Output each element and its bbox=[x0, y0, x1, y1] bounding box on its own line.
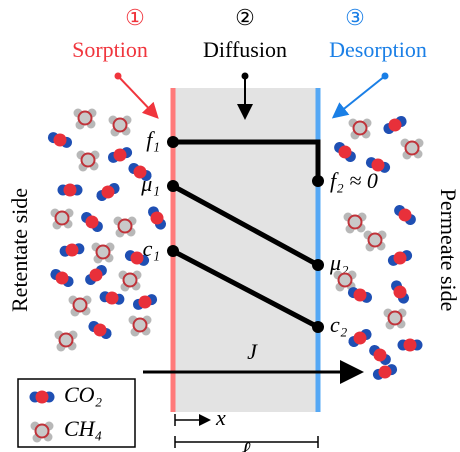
ch4-molecule bbox=[347, 117, 373, 141]
ch4-molecule bbox=[112, 215, 138, 239]
side-label: Permeate side bbox=[436, 189, 460, 312]
step-number: ③ bbox=[345, 5, 365, 30]
co2-molecule bbox=[331, 138, 359, 166]
ch4-molecule bbox=[127, 314, 153, 338]
concentration-profile bbox=[171, 248, 320, 330]
ch4-molecule bbox=[75, 149, 101, 173]
co2-molecule bbox=[47, 266, 77, 290]
ch4-molecule bbox=[67, 294, 93, 318]
ch4-molecule bbox=[49, 207, 75, 231]
step-label: Diffusion bbox=[203, 37, 287, 62]
co2-molecule bbox=[386, 247, 414, 269]
co2-molecule bbox=[388, 277, 412, 307]
co2-molecule bbox=[345, 326, 375, 350]
co2-molecule bbox=[380, 113, 410, 137]
side-label: Retentate side bbox=[7, 188, 32, 312]
membrane bbox=[173, 88, 318, 412]
ch4-molecule bbox=[117, 269, 143, 293]
ch4-molecule bbox=[90, 241, 116, 265]
step-label: Sorption bbox=[72, 37, 148, 62]
co2-molecule bbox=[46, 129, 74, 151]
co2-molecule bbox=[366, 341, 394, 369]
ch4-molecule bbox=[399, 137, 425, 161]
thickness-label: ℓ bbox=[241, 437, 251, 452]
point-label: μ₂ bbox=[329, 250, 349, 275]
ch4-molecule bbox=[362, 229, 388, 253]
step-label: Desorption bbox=[329, 37, 427, 62]
arrow bbox=[331, 75, 386, 119]
legend-label: CH₄ bbox=[64, 416, 102, 441]
step-number: ② bbox=[235, 5, 255, 30]
potential-profile bbox=[171, 183, 320, 268]
x-label: x bbox=[215, 405, 226, 430]
ch4-molecule bbox=[53, 329, 79, 353]
point-label: c₂ bbox=[330, 312, 348, 337]
co2-molecule bbox=[82, 261, 110, 289]
ch4-molecule bbox=[107, 114, 133, 138]
co2-molecule bbox=[397, 338, 423, 352]
point-label: c₁ bbox=[143, 236, 160, 261]
co2-molecule bbox=[106, 144, 134, 166]
fugacity-profile bbox=[173, 139, 321, 181]
co2-molecule bbox=[58, 241, 86, 259]
legend-label: CO₂ bbox=[64, 382, 103, 407]
point-label: f₁ bbox=[146, 127, 160, 152]
co2-molecule bbox=[57, 183, 83, 197]
co2-molecule bbox=[98, 289, 126, 307]
legend-icon bbox=[29, 390, 55, 404]
co2-molecule bbox=[145, 203, 169, 233]
ch4-molecule bbox=[382, 307, 408, 331]
co2-molecule bbox=[78, 208, 106, 236]
ch4-molecule bbox=[72, 107, 98, 131]
point-label: f₂ ≈ 0 bbox=[330, 168, 378, 193]
ch4-molecule bbox=[342, 211, 368, 235]
co2-molecule bbox=[391, 201, 419, 229]
flux-label: J bbox=[247, 339, 258, 364]
step-number: ① bbox=[125, 5, 145, 30]
arrow bbox=[117, 75, 159, 119]
co2-molecule bbox=[93, 180, 123, 204]
profile-points bbox=[167, 136, 324, 333]
co2-molecule bbox=[131, 291, 159, 313]
co2-molecule bbox=[85, 318, 115, 342]
